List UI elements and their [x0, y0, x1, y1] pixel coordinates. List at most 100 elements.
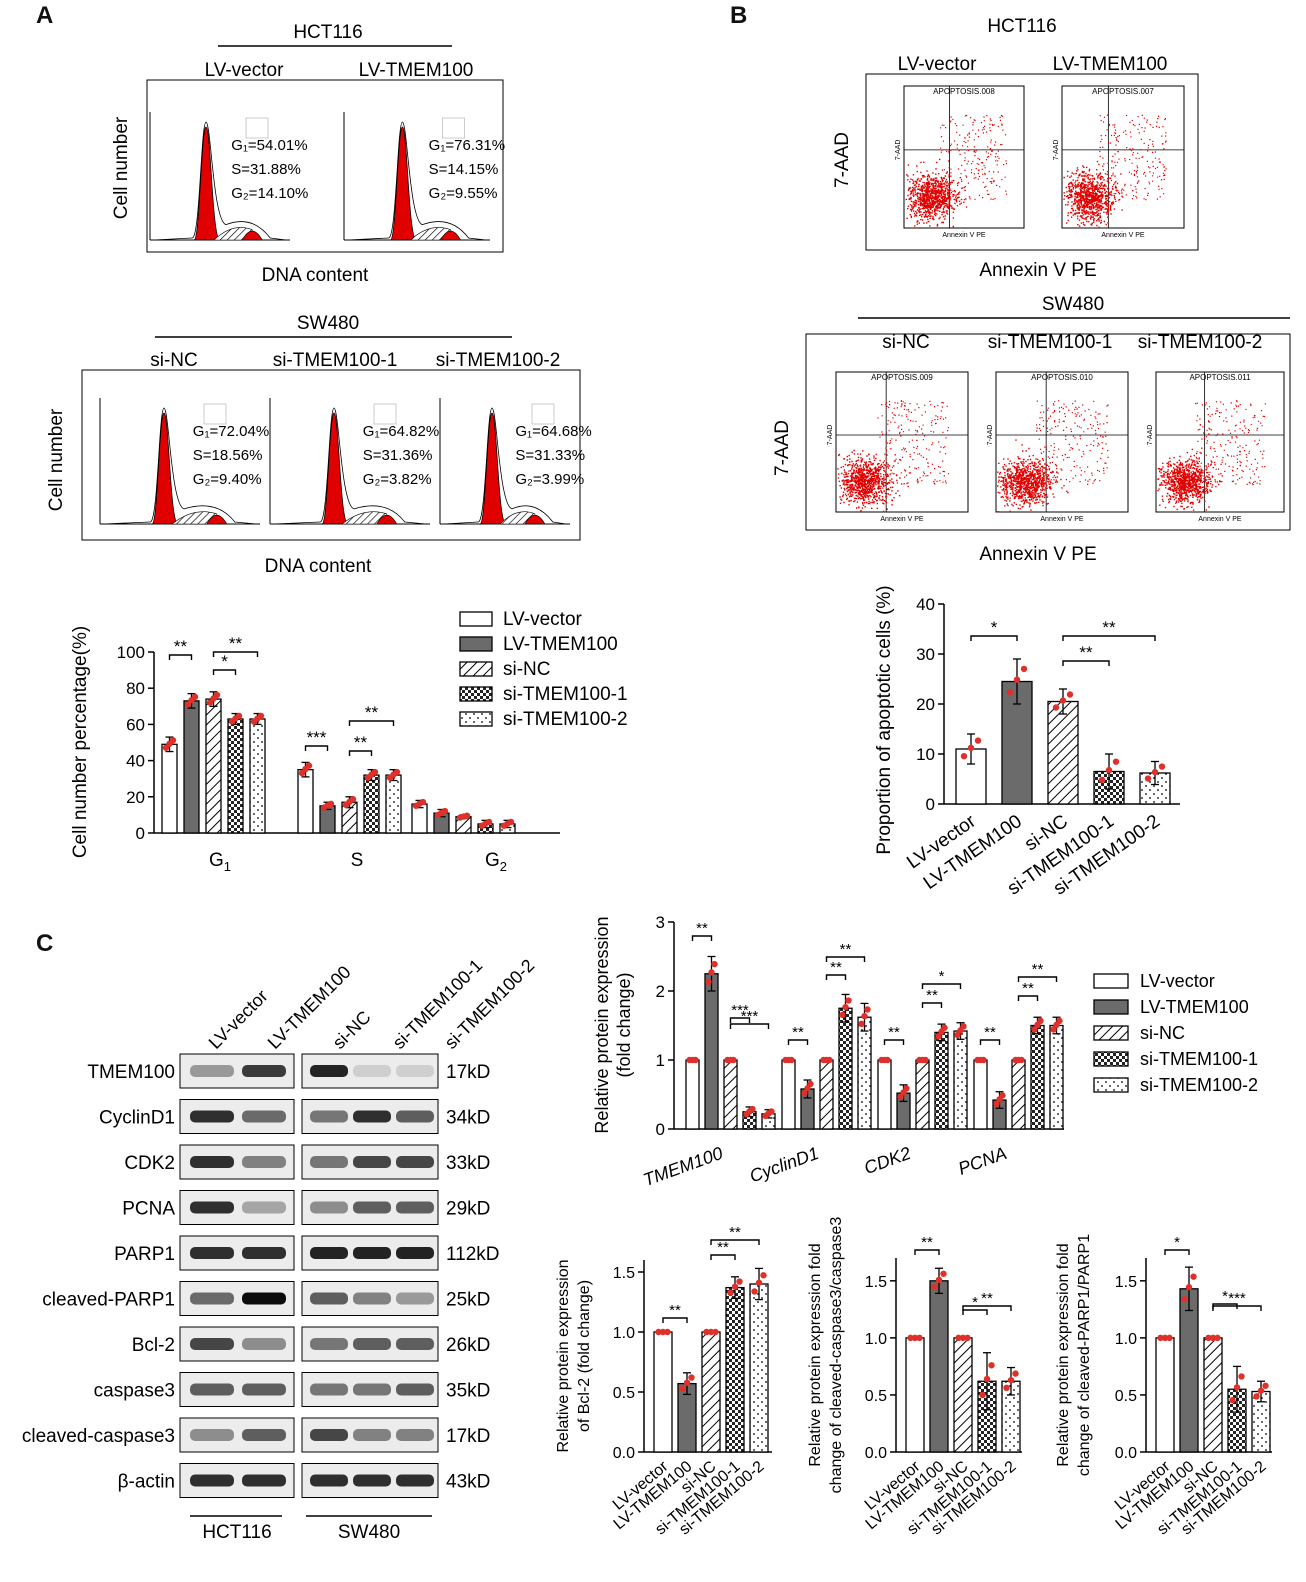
significance-bracket — [710, 1239, 760, 1245]
western-kd-label: 112kD — [446, 1244, 500, 1265]
data-point — [707, 1328, 715, 1336]
significance-bracket — [825, 974, 847, 980]
blot-band — [190, 1474, 234, 1487]
significance-label: * — [221, 652, 228, 671]
blot-band — [353, 1201, 391, 1214]
blot-band — [396, 1383, 434, 1396]
data-point — [1052, 704, 1060, 711]
data-point — [507, 818, 515, 826]
blot-band — [396, 1201, 434, 1214]
bar-si-tmem100-2 — [249, 718, 266, 834]
mini-y-label: 7-AAD — [895, 140, 902, 161]
blot-band — [396, 1247, 434, 1259]
legend-label: LV-TMEM100 — [503, 634, 618, 655]
blot-band — [190, 1338, 234, 1350]
y-tick-label: 1.0 — [613, 1325, 635, 1342]
western-kd-label: 17kD — [446, 1426, 490, 1447]
significance-bracket — [212, 651, 259, 657]
western-protein-label: CDK2 — [124, 1153, 175, 1174]
data-point — [979, 1391, 986, 1399]
chart-cell-cycle-percentage: 0 20 40 60 80 100 Cell number percentage(%) G1 S… — [70, 609, 628, 874]
bar-lv-tmem100 — [704, 973, 719, 1130]
sw480-title: SW480 — [297, 313, 359, 334]
hist-frame-sw480 — [81, 369, 581, 541]
data-point — [807, 1080, 814, 1088]
y-tick-label: 40 — [916, 595, 935, 614]
y-tick-label: 1.5 — [613, 1265, 635, 1282]
chart-bcl2: 0.0 0.5 1.0 1.5 Relative protein expression o… — [555, 1224, 772, 1538]
dotplot-frame — [903, 85, 1025, 229]
blot-band — [242, 1383, 286, 1396]
data-point — [659, 1328, 667, 1336]
y-axis-label: change of cleaved-caspase3/caspase3 — [828, 1217, 845, 1494]
dotplot-si-tmem100-2: APOPTOSIS.011 Annexin V PE 7-AAD — [1147, 371, 1285, 523]
g1-peak — [321, 412, 349, 525]
data-point — [941, 1024, 948, 1031]
g1-peak — [193, 126, 221, 241]
bar-si-nc — [723, 1059, 738, 1130]
mini-legend — [203, 403, 227, 425]
bar-lv-vector — [161, 743, 178, 834]
histogram-si-tmem100-2: G₁=64.68% S=31.33% G₂=3.99% — [439, 398, 592, 525]
significance-label: * — [972, 1294, 978, 1311]
y-tick-label: 10 — [916, 745, 935, 764]
blot-band — [190, 1429, 234, 1441]
y-tick-label: 0 — [136, 824, 145, 843]
significance-bracket — [1062, 635, 1156, 641]
western-protein-label: TMEM100 — [87, 1062, 175, 1083]
y-tick-label: 0 — [656, 1120, 665, 1139]
legend-swatch — [1093, 973, 1129, 989]
significance-bracket — [729, 1017, 751, 1023]
significance-bracket — [921, 1002, 943, 1008]
x-label-annexin: Annexin V PE — [979, 260, 1096, 281]
g2-peak — [376, 514, 398, 525]
data-point — [703, 1328, 710, 1336]
western-kd-label: 34kD — [446, 1108, 490, 1129]
bar-lv-tmem100 — [1179, 1288, 1199, 1453]
blot-band — [353, 1156, 391, 1168]
bar-si-tmem100-2 — [749, 1283, 769, 1453]
data-point — [749, 1105, 756, 1113]
sw480-title: SW480 — [1042, 294, 1104, 315]
data-point — [955, 1334, 962, 1342]
data-point — [1238, 1373, 1245, 1380]
bar-lv-tmem100 — [929, 1280, 949, 1453]
blot-band — [396, 1065, 434, 1077]
significance-label: *** — [1228, 1290, 1246, 1307]
g1-stat: G₁=76.31% — [429, 137, 505, 154]
y-tick-label: 3 — [656, 913, 665, 932]
data-point — [960, 1023, 967, 1030]
mini-x-label: Annexin V PE — [1101, 232, 1145, 239]
histogram-si-nc: G₁=72.04% S=18.56% G₂=9.40% — [99, 398, 269, 525]
mini-y-label: 7-AAD — [1147, 425, 1154, 446]
significance-label: ** — [840, 941, 852, 958]
legend-swatch — [459, 636, 493, 652]
panel-letter-b: B — [730, 2, 748, 29]
significance-label: *** — [741, 1008, 759, 1025]
data-point — [1007, 1376, 1015, 1384]
significance-label: * — [1222, 1288, 1228, 1305]
blot-band — [353, 1474, 391, 1487]
bar-si-tmem100-1 — [1030, 1024, 1045, 1130]
mini-x-label: Annexin V PE — [942, 232, 986, 239]
significance-label: *** — [731, 1002, 749, 1019]
significance-bracket — [883, 1039, 905, 1045]
g1-peak — [151, 412, 179, 525]
y-axis-label: Relative protein expression fold — [1055, 1243, 1072, 1466]
data-point — [826, 1056, 833, 1064]
bar-si-nc — [1047, 700, 1079, 805]
significance-label: * — [939, 968, 945, 985]
mini-x-label: Annexin V PE — [1198, 516, 1242, 523]
data-point — [993, 1100, 1000, 1108]
hist-outline — [443, 407, 567, 525]
data-point — [1059, 697, 1067, 704]
significance-label: ** — [1079, 643, 1093, 662]
data-point — [959, 1334, 967, 1342]
data-point — [842, 1003, 849, 1011]
significance-bracket — [1062, 660, 1110, 666]
data-point — [213, 691, 221, 699]
legend-label: si-TMEM100-2 — [503, 709, 628, 730]
data-point — [1229, 1396, 1236, 1404]
legend-label: LV-TMEM100 — [1140, 997, 1249, 1017]
